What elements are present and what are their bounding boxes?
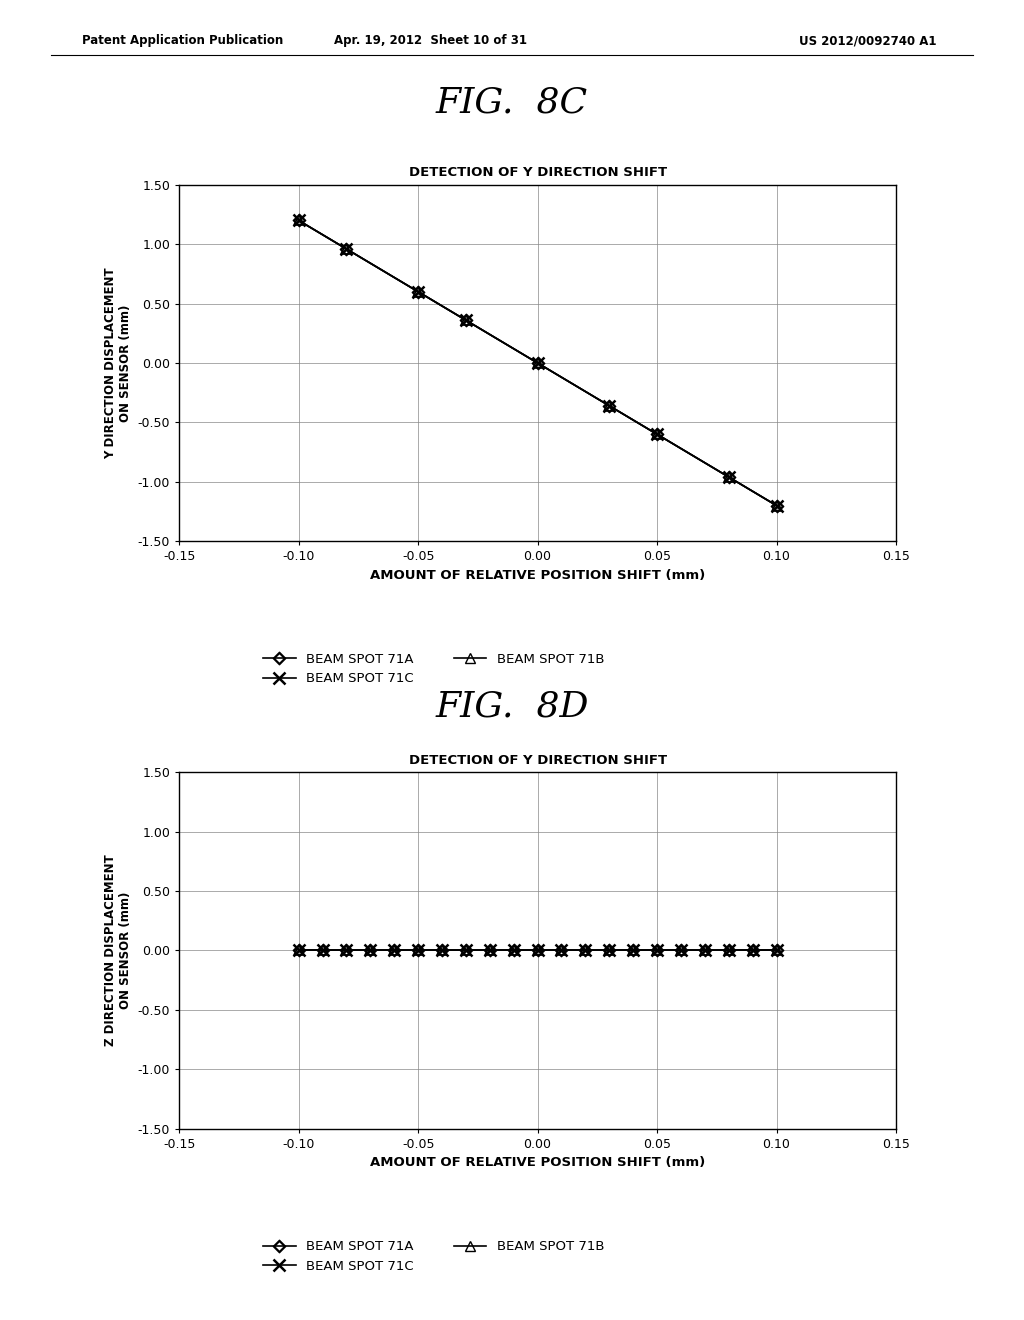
Text: FIG.  8D: FIG. 8D — [435, 689, 589, 723]
X-axis label: AMOUNT OF RELATIVE POSITION SHIFT (mm): AMOUNT OF RELATIVE POSITION SHIFT (mm) — [370, 1156, 706, 1170]
Y-axis label: Y DIRECTION DISPLACEMENT
ON SENSOR (mm): Y DIRECTION DISPLACEMENT ON SENSOR (mm) — [104, 267, 132, 459]
Title: DETECTION OF Y DIRECTION SHIFT: DETECTION OF Y DIRECTION SHIFT — [409, 166, 667, 180]
Text: FIG.  8C: FIG. 8C — [436, 86, 588, 120]
Title: DETECTION OF Y DIRECTION SHIFT: DETECTION OF Y DIRECTION SHIFT — [409, 754, 667, 767]
Text: Apr. 19, 2012  Sheet 10 of 31: Apr. 19, 2012 Sheet 10 of 31 — [334, 34, 526, 48]
Y-axis label: Z DIRECTION DISPLACEMENT
ON SENSOR (mm): Z DIRECTION DISPLACEMENT ON SENSOR (mm) — [104, 854, 132, 1047]
X-axis label: AMOUNT OF RELATIVE POSITION SHIFT (mm): AMOUNT OF RELATIVE POSITION SHIFT (mm) — [370, 569, 706, 582]
Legend: BEAM SPOT 71A, BEAM SPOT 71C, BEAM SPOT 71B: BEAM SPOT 71A, BEAM SPOT 71C, BEAM SPOT … — [257, 648, 610, 690]
Text: US 2012/0092740 A1: US 2012/0092740 A1 — [799, 34, 936, 48]
Legend: BEAM SPOT 71A, BEAM SPOT 71C, BEAM SPOT 71B: BEAM SPOT 71A, BEAM SPOT 71C, BEAM SPOT … — [257, 1236, 610, 1278]
Text: Patent Application Publication: Patent Application Publication — [82, 34, 284, 48]
